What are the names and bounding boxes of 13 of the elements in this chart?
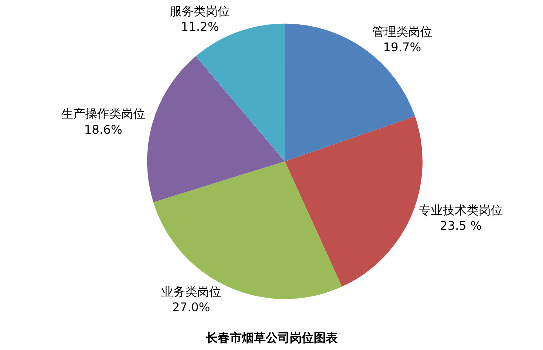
slice-label: 生产操作类岗位 [61,107,146,122]
data-label: 23.5 % [440,218,482,233]
data-label: 19.7% [383,40,422,54]
pie-slice [154,162,342,300]
pie-slice [147,56,286,202]
slice-label: 管理类岗位 [372,24,432,39]
slice-label: 服务类岗位 [170,4,230,18]
slice-label: 业务类岗位 [161,284,222,299]
data-label: 11.2% [181,20,220,34]
text: 长春市烟草公司岗位图表 [205,331,339,345]
data-label: 27.0% [172,300,210,314]
slice-label: 专业技术类岗位 [419,203,504,218]
data-label: 18.6% [84,122,122,137]
